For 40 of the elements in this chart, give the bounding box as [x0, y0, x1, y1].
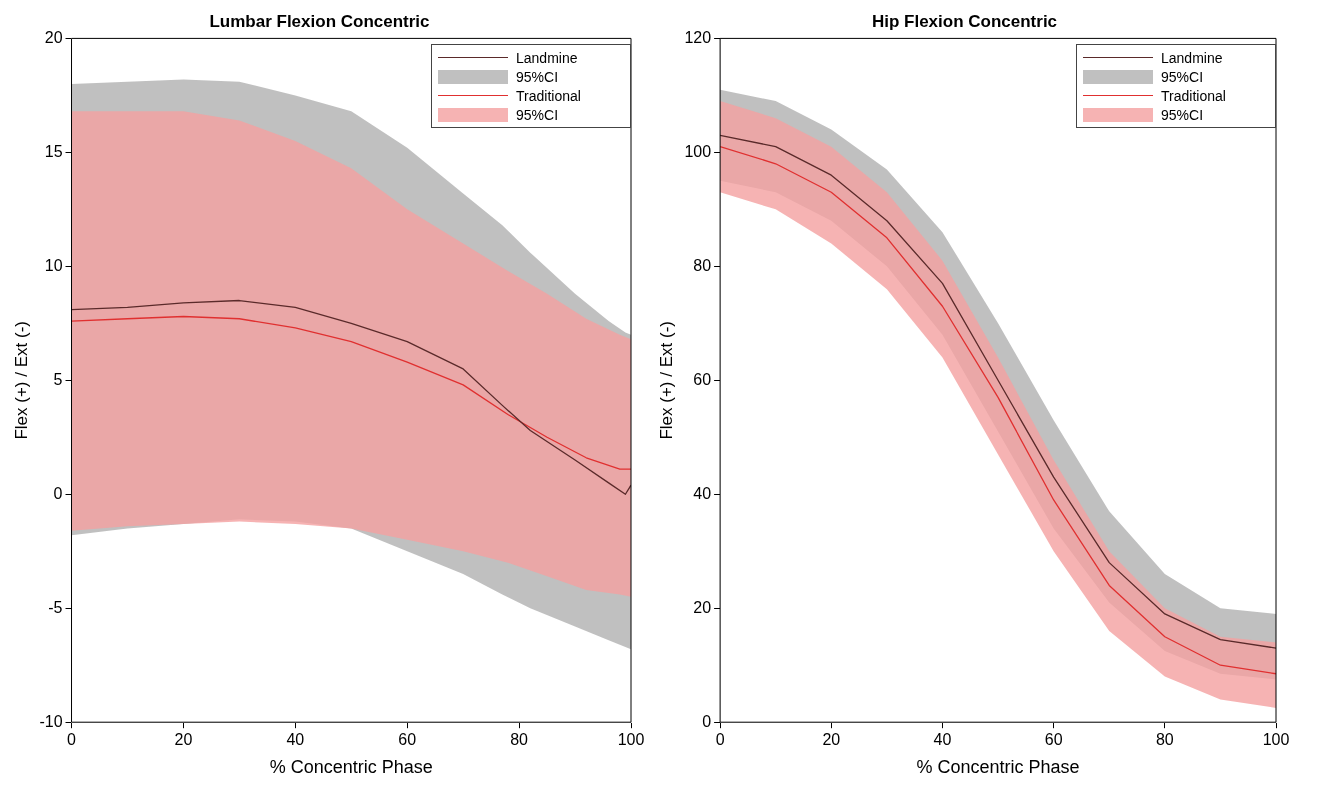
annotation: 95%CI: [516, 68, 559, 85]
x-tick-label: 80: [510, 731, 529, 749]
legend-label: Traditional: [1161, 87, 1226, 104]
x-tick-label: 40: [286, 731, 305, 749]
y-tick-label: 100: [684, 142, 712, 160]
y-tick-label: 20: [693, 598, 712, 616]
x-tick-label: 100: [617, 731, 645, 749]
annotation: 95%CI: [1161, 68, 1204, 85]
x-tick-label: 60: [398, 731, 417, 749]
x-tick-label: 0: [67, 731, 77, 749]
x-tick-label: 40: [933, 731, 952, 749]
x-tick-label: 0: [715, 731, 725, 749]
x-axis-title: % Concentric Phase: [269, 757, 433, 778]
y-tick-label: 80: [693, 256, 712, 274]
chart-title: Hip Flexion Concentric: [871, 11, 1058, 31]
x-tick-label: 20: [174, 731, 193, 749]
y-tick-label: 15: [44, 142, 63, 160]
legend-label: Landmine: [516, 49, 578, 66]
y-tick-label: 60: [693, 370, 712, 388]
y-axis-title: Flex (+) / Ext (-): [656, 321, 676, 440]
legend-label: Traditional: [516, 87, 581, 104]
annotation: 95%CI: [516, 106, 559, 123]
annotation: 95%CI: [1161, 106, 1204, 123]
x-tick-label: 100: [1262, 731, 1290, 749]
y-tick-label: 40: [693, 484, 712, 502]
x-tick-label: 20: [822, 731, 841, 749]
x-tick-label: 60: [1044, 731, 1063, 749]
y-axis-title: Flex (+) / Ext (-): [11, 321, 31, 440]
y-tick-label: 5: [53, 370, 63, 388]
x-tick-label: 80: [1155, 731, 1174, 749]
y-tick-label: 120: [684, 28, 712, 46]
x-axis-title: % Concentric Phase: [916, 757, 1080, 778]
y-tick-label: 10: [44, 256, 63, 274]
legend-label: Landmine: [1161, 49, 1223, 66]
chart-title: Lumbar Flexion Concentric: [209, 11, 430, 31]
y-tick-label: -5: [48, 598, 63, 616]
y-tick-label: 20: [44, 28, 63, 46]
y-tick-label: 0: [702, 712, 712, 730]
y-tick-label: -10: [39, 712, 63, 730]
y-tick-label: 0: [53, 484, 63, 502]
